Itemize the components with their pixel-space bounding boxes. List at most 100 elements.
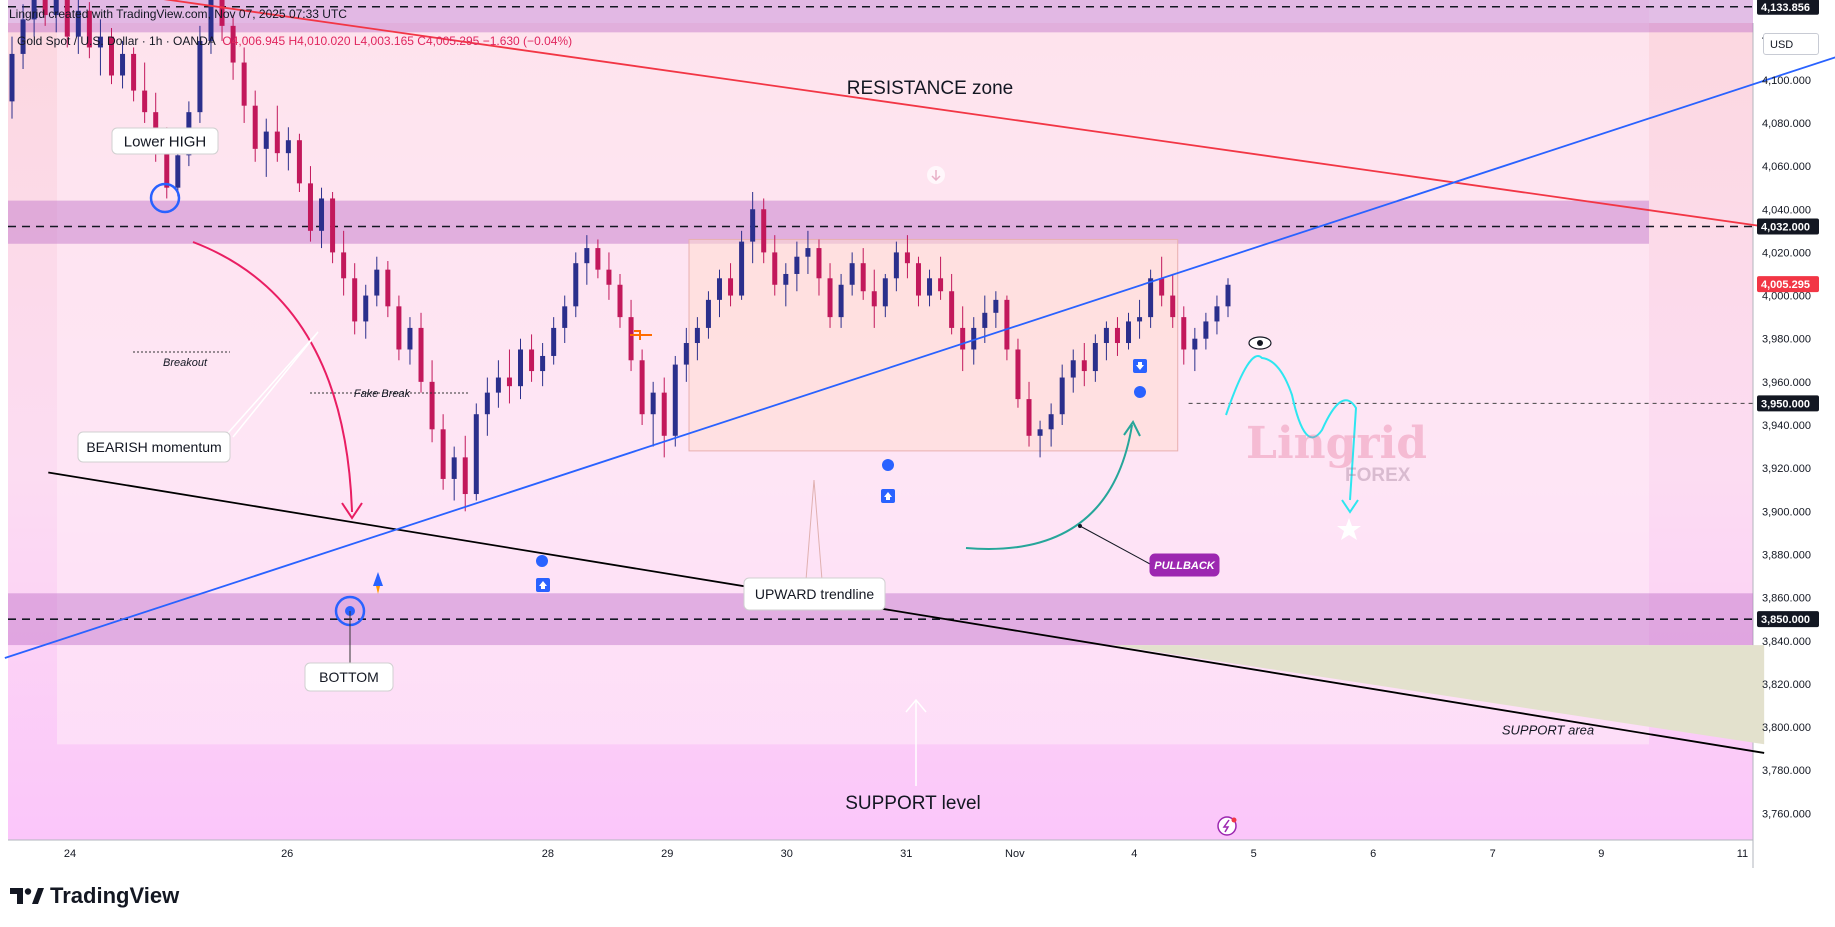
watermark-sub: FOREX <box>1345 465 1411 486</box>
credit-line: Lingrid created with TradingView.com, No… <box>9 7 347 21</box>
candle-body <box>694 327 700 344</box>
candle-body <box>352 278 358 322</box>
rocket-icon <box>373 572 383 586</box>
time-axis-pane <box>8 840 1753 868</box>
close-value: C4,005.295 <box>417 34 480 48</box>
candle-body <box>838 284 844 318</box>
candle-body <box>816 248 822 279</box>
candle-body <box>418 327 424 382</box>
time-tick-label: 26 <box>281 848 293 860</box>
candle-body <box>927 278 933 296</box>
candle-body <box>783 273 789 285</box>
candle-body <box>1015 349 1021 400</box>
candle-body <box>1181 317 1187 350</box>
pullback-pointer-dot <box>1078 524 1082 528</box>
resistance-support-zone <box>8 0 1753 33</box>
flash-event-glyph <box>1222 819 1230 833</box>
candle-body <box>794 256 800 274</box>
candle-body <box>75 10 81 37</box>
price-tick-label: 3,940.000 <box>1762 420 1811 432</box>
candle-body <box>307 183 313 231</box>
price-tick-label: 3,880.000 <box>1762 549 1811 561</box>
annotation-label-box <box>743 577 886 611</box>
candle-body <box>484 392 490 415</box>
trendline-touch-point <box>1134 386 1146 398</box>
candle-body <box>551 327 557 356</box>
candle-body <box>86 10 92 48</box>
currency-button[interactable]: USD <box>1763 33 1819 55</box>
candle-body <box>263 131 269 149</box>
pullback-curve-arrow <box>965 424 1133 550</box>
candle-body <box>330 198 336 253</box>
candle-body <box>219 0 225 26</box>
candle-body <box>64 0 70 37</box>
candle-body <box>628 317 634 361</box>
down-arrow-glyph <box>1136 362 1144 370</box>
time-tick-label: 7 <box>1490 848 1496 860</box>
candle-body <box>971 327 977 350</box>
candle-body <box>208 0 214 41</box>
candle-body <box>131 53 137 91</box>
candle-body <box>705 299 711 328</box>
price-axis-pane <box>1753 23 1835 868</box>
price-tick-label: 3,840.000 <box>1762 636 1811 648</box>
candle-body <box>1114 327 1120 344</box>
price-tick-label: 3,900.000 <box>1762 506 1811 518</box>
price-badge-label: 4,032.000 <box>1761 222 1810 234</box>
bearish-momentum-arrow <box>192 241 353 513</box>
annotation-label: UPWARD trendline <box>755 586 875 602</box>
annotation-label: PULLBACK <box>1154 560 1216 572</box>
candle-body <box>1059 377 1065 415</box>
projection-path <box>1225 355 1358 501</box>
annotation-label-box <box>304 662 394 692</box>
candle-body <box>20 19 26 54</box>
candle-body <box>772 252 778 285</box>
price-tick-label: 4,060.000 <box>1762 161 1811 173</box>
candle-body <box>661 392 667 436</box>
price-tick-label: 4,020.000 <box>1762 247 1811 259</box>
price-badge <box>1757 218 1819 235</box>
candle-body <box>363 295 369 322</box>
eye-pupil <box>1257 340 1263 346</box>
price-tick-label: 3,980.000 <box>1762 334 1811 346</box>
upward-trendline <box>4 56 1835 659</box>
candle-body <box>1126 321 1132 344</box>
tradingview-logo-icon <box>10 888 44 904</box>
candle-body <box>451 457 457 479</box>
candle-body <box>175 155 181 188</box>
time-tick-label: 4 <box>1131 848 1137 860</box>
support-area-shade <box>1112 645 1765 745</box>
annotation-label: Breakout <box>163 357 208 369</box>
candle-body <box>440 429 446 479</box>
candle-body <box>993 299 999 313</box>
time-tick-label: 6 <box>1370 848 1376 860</box>
projection-arrow-head <box>1341 499 1359 514</box>
candle-body <box>1070 360 1076 378</box>
tradingview-brand[interactable]: TradingView <box>10 883 179 909</box>
change-value: −1.630 (−0.04%) <box>482 34 573 48</box>
candle-body <box>562 306 568 328</box>
price-badge-label: 4,005.295 <box>1761 279 1810 291</box>
up-arrow-icon-glyph <box>539 581 547 589</box>
support-level-arrow-head <box>905 698 927 713</box>
candle-body <box>473 414 479 495</box>
candle-body <box>252 105 258 149</box>
price-tick-label: 3,860.000 <box>1762 593 1811 605</box>
price-badge-label: 3,850.000 <box>1761 614 1810 626</box>
candle-body <box>407 327 413 350</box>
flash-event-icon <box>1217 816 1237 836</box>
price-tick-label: 3,820.000 <box>1762 679 1811 691</box>
lower-support-line <box>48 471 1765 754</box>
candle-body <box>120 53 126 76</box>
time-tick-label: 28 <box>542 848 554 860</box>
price-tick-label: 3,960.000 <box>1762 377 1811 389</box>
hammer-icon <box>630 330 652 340</box>
candle-body <box>827 278 833 318</box>
candle-body <box>1170 295 1176 318</box>
candle-body <box>982 312 988 328</box>
alert-down-glyph <box>931 170 941 182</box>
price-badge <box>1757 395 1819 412</box>
time-tick-label: 30 <box>781 848 793 860</box>
